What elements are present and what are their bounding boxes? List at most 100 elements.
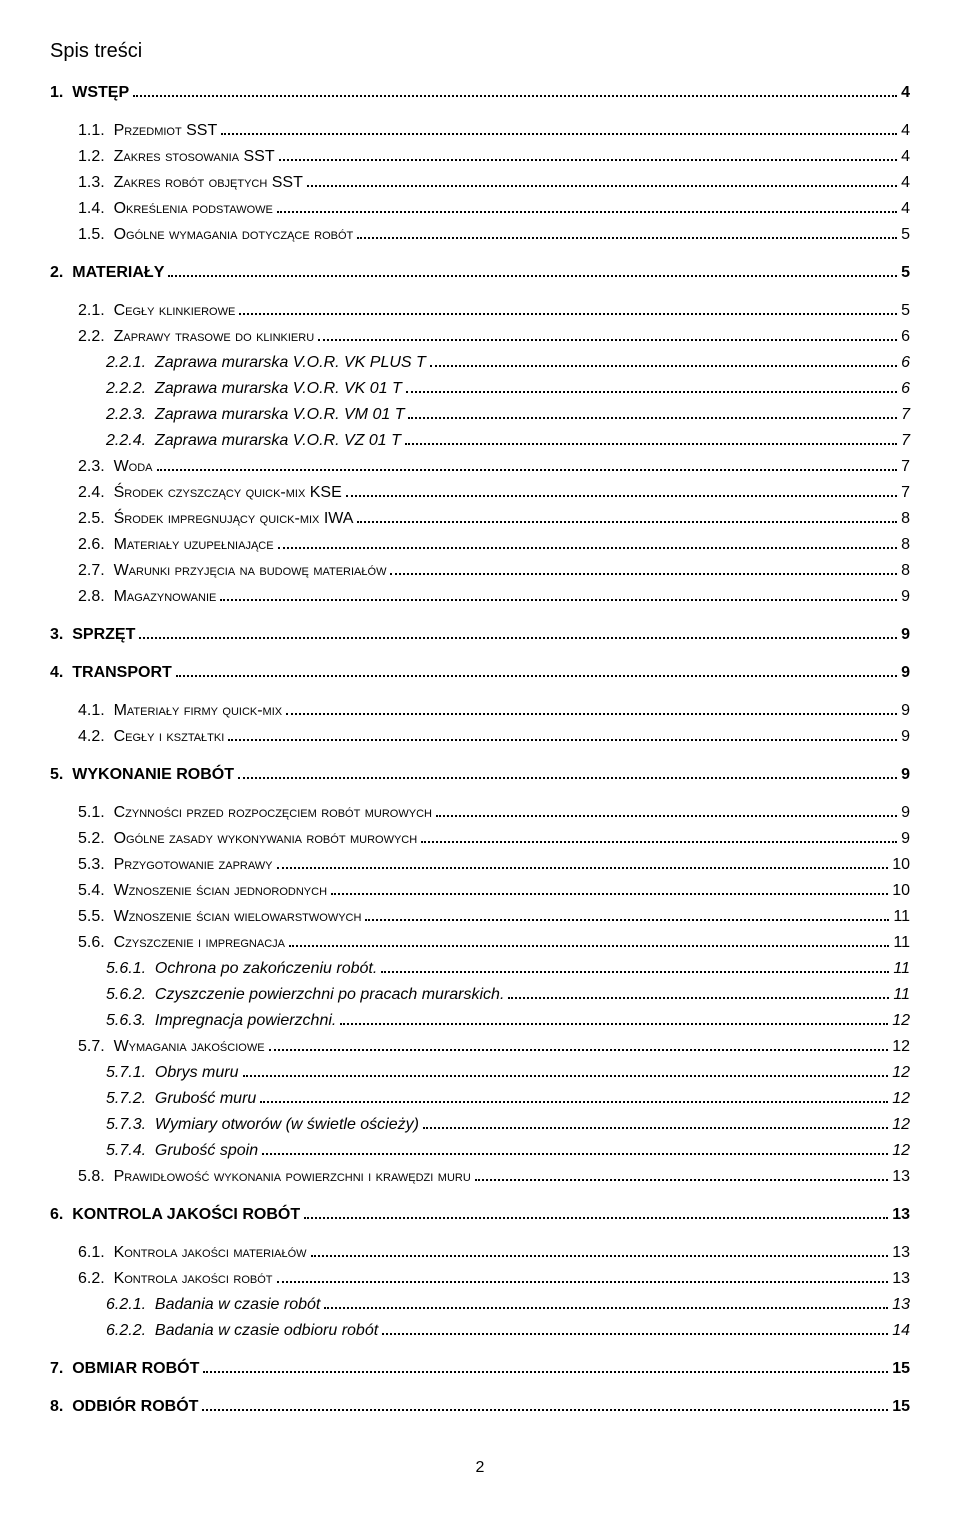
toc-entry: 2.5. Środek impregnujący quick-mix IWA 8: [78, 507, 910, 531]
toc-entry-label: 1.4. Określenia podstawowe: [78, 197, 273, 221]
toc-entry: 1.3. Zakres robót objętych SST 4: [78, 171, 910, 195]
toc-entry-label: 5.6.1. Ochrona po zakończeniu robót.: [106, 957, 377, 981]
toc-entry-number: 6.2.2.: [106, 1322, 146, 1339]
toc-entry-label: 5.6. Czyszczenie i impregnacja: [78, 931, 285, 955]
toc-entry: 2.4. Środek czyszczący quick-mix KSE 7: [78, 481, 910, 505]
toc-entry-label: 5.7.1. Obrys muru: [106, 1061, 239, 1085]
toc-leader: [243, 1075, 889, 1077]
toc-entry-number: 5.7.2.: [106, 1090, 146, 1107]
toc-entry-number: 1.: [50, 84, 63, 101]
toc-entry-number: 1.3.: [78, 174, 105, 191]
toc-entry-label: 6.1. Kontrola jakości materiałów: [78, 1241, 307, 1265]
toc-entry-text: WYKONANIE ROBÓT: [72, 766, 234, 783]
toc-entry-label: 2.6. Materiały uzupełniające: [78, 533, 274, 557]
toc-entry-number: 6.1.: [78, 1244, 105, 1261]
toc-entry-page: 9: [901, 623, 910, 647]
toc-entry: 2.7. Warunki przyjęcia na budowę materia…: [78, 559, 910, 583]
toc-leader: [228, 739, 897, 741]
toc-leader: [381, 971, 889, 973]
toc-leader: [436, 815, 897, 817]
toc-entry-label: 5.6.2. Czyszczenie powierzchni po pracac…: [106, 983, 504, 1007]
toc-entry: 4. TRANSPORT 9: [50, 661, 910, 685]
toc-entry: 7. OBMIAR ROBÓT 15: [50, 1357, 910, 1381]
toc-entry-text: Magazynowanie: [114, 588, 217, 605]
toc-entry-number: 5.2.: [78, 830, 105, 847]
toc-entry-text: Woda: [114, 458, 153, 475]
toc-entry-label: 2.2.1. Zaprawa murarska V.O.R. VK PLUS T: [106, 351, 426, 375]
toc-entry-number: 5.6.3.: [106, 1012, 146, 1029]
toc-entry-text: Grubość muru: [155, 1090, 256, 1107]
toc-leader: [406, 391, 897, 393]
toc-entry-text: Kontrola jakości robót: [114, 1270, 273, 1287]
toc-entry-label: 2. MATERIAŁY: [50, 261, 164, 285]
toc-entry: 5.6.2. Czyszczenie powierzchni po pracac…: [106, 983, 910, 1007]
toc-leader: [278, 547, 898, 549]
toc-entry-page: 8: [901, 559, 910, 583]
toc-leader: [168, 275, 897, 277]
toc-entry-page: 4: [901, 197, 910, 221]
toc-entry-page: 10: [892, 879, 910, 903]
toc-entry-label: 8. ODBIÓR ROBÓT: [50, 1395, 198, 1419]
toc-entry-text: Zakres robót objętych SST: [114, 174, 303, 191]
toc-entry-page: 12: [892, 1113, 910, 1137]
toc-entry: 5.1. Czynności przed rozpoczęciem robót …: [78, 801, 910, 825]
toc-entry-page: 11: [893, 957, 910, 981]
toc-entry-page: 12: [892, 1139, 910, 1163]
toc-entry: 2.2.4. Zaprawa murarska V.O.R. VZ 01 T 7: [106, 429, 910, 453]
toc-entry-text: ODBIÓR ROBÓT: [72, 1398, 198, 1415]
toc-entry: 6. KONTROLA JAKOŚCI ROBÓT 13: [50, 1203, 910, 1227]
toc-entry-text: Obrys muru: [155, 1064, 239, 1081]
toc-entry: 5.7.2. Grubość muru 12: [106, 1087, 910, 1111]
toc-entry-page: 9: [901, 763, 910, 787]
toc-entry-text: Zaprawa murarska V.O.R. VK PLUS T: [155, 354, 426, 371]
toc-entry-label: 7. OBMIAR ROBÓT: [50, 1357, 199, 1381]
toc-entry-number: 1.1.: [78, 122, 105, 139]
toc-leader: [139, 637, 897, 639]
toc-entry-text: MATERIAŁY: [72, 264, 164, 281]
toc-entry-number: 4.: [50, 664, 63, 681]
toc-entry-label: 5. WYKONANIE ROBÓT: [50, 763, 234, 787]
toc-entry: 1.1. Przedmiot SST 4: [78, 119, 910, 143]
toc-entry-page: 9: [901, 801, 910, 825]
toc-entry: 2. MATERIAŁY 5: [50, 261, 910, 285]
toc-entry-number: 5.6.1.: [106, 960, 146, 977]
toc-leader: [260, 1101, 888, 1103]
toc-entry-text: Zaprawa murarska V.O.R. VZ 01 T: [155, 432, 401, 449]
toc-leader: [277, 867, 889, 869]
toc-entry: 5.8. Prawidłowość wykonania powierzchni …: [78, 1165, 910, 1189]
toc-entry-number: 2.2.3.: [106, 406, 146, 423]
toc-entry-text: Warunki przyjęcia na budowę materiałów: [114, 562, 387, 579]
toc-entry-text: Cegły klinkierowe: [114, 302, 236, 319]
toc-entry-page: 11: [893, 931, 910, 955]
toc-entry-text: Zakres stosowania SST: [114, 148, 275, 165]
toc-entry-text: Badania w czasie odbioru robót: [155, 1322, 378, 1339]
toc-leader: [311, 1255, 889, 1257]
toc-leader: [289, 945, 889, 947]
toc-entry-text: Wznoszenie ścian jednorodnych: [114, 882, 327, 899]
toc-leader: [269, 1049, 889, 1051]
toc-entry-text: Środek czyszczący quick-mix KSE: [114, 484, 342, 501]
toc-entry: 2.2.1. Zaprawa murarska V.O.R. VK PLUS T…: [106, 351, 910, 375]
toc-entry-number: 5.7.: [78, 1038, 105, 1055]
toc-entry-label: 1.2. Zakres stosowania SST: [78, 145, 275, 169]
toc-entry: 3. SPRZĘT 9: [50, 623, 910, 647]
toc-entry-page: 7: [901, 403, 910, 427]
toc-entry-number: 2.3.: [78, 458, 105, 475]
toc-entry-page: 12: [892, 1009, 910, 1033]
toc-entry-label: 2.3. Woda: [78, 455, 153, 479]
toc-entry-page: 11: [893, 983, 910, 1007]
toc-entry-text: Czyszczenie powierzchni po pracach murar…: [155, 986, 504, 1003]
toc-entry-page: 9: [901, 661, 910, 685]
toc-entry-text: Zaprawa murarska V.O.R. VK 01 T: [155, 380, 402, 397]
toc-entry-text: Przedmiot SST: [114, 122, 218, 139]
toc-leader: [508, 997, 889, 999]
toc-entry-text: SPRZĘT: [72, 626, 135, 643]
toc-entry-number: 5.7.3.: [106, 1116, 146, 1133]
toc-entry-page: 4: [901, 145, 910, 169]
toc-entry-label: 4.1. Materiały firmy quick-mix: [78, 699, 282, 723]
toc-leader: [157, 469, 898, 471]
toc-entry: 1. WSTĘP 4: [50, 81, 910, 105]
toc-leader: [203, 1371, 888, 1373]
toc-entry-number: 5.5.: [78, 908, 105, 925]
toc-leader: [365, 919, 889, 921]
